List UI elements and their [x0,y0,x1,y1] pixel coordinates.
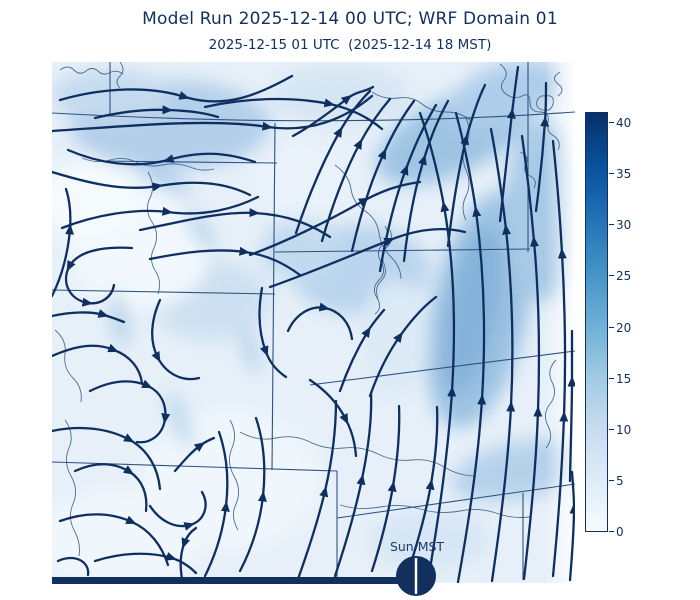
streamlines-layer [52,65,575,583]
colorbar-tick [609,224,614,226]
borders-layer [52,62,575,580]
colorbar-gradient [585,112,608,532]
colorbar-tick-label: 20 [616,321,632,335]
colorbar-tick [609,480,614,482]
rivers-layer [54,62,563,557]
figure-title: Model Run 2025-12-14 00 UTC; WRF Domain … [142,9,558,29]
colorbar-tick [609,531,614,533]
colorbar-tick-label: 5 [616,474,624,488]
colorbar-tick-label: 0 [616,525,624,539]
colorbar-tick-label: 15 [616,372,632,386]
colorbar-tick [609,429,614,431]
colorbar-tick-label: 40 [616,116,632,130]
colorbar-tick [609,122,614,124]
colorbar-tick [609,378,614,380]
colorbar-tick-label: 10 [616,423,632,437]
colorbar-tick [609,275,614,277]
colorbar-tick [609,173,614,175]
figure-subtitle: 2025-12-15 01 UTC (2025-12-14 18 MST) [208,37,492,53]
night-bar [52,577,398,584]
sun-indicator-label: Sun MST [389,539,445,554]
colorbar-tick-label: 25 [616,269,632,283]
colorbar-tick-label: 35 [616,167,632,181]
colorbar-tick-label: 30 [616,218,632,232]
sun-indicator [52,556,436,596]
colorbar-tick [609,327,614,329]
